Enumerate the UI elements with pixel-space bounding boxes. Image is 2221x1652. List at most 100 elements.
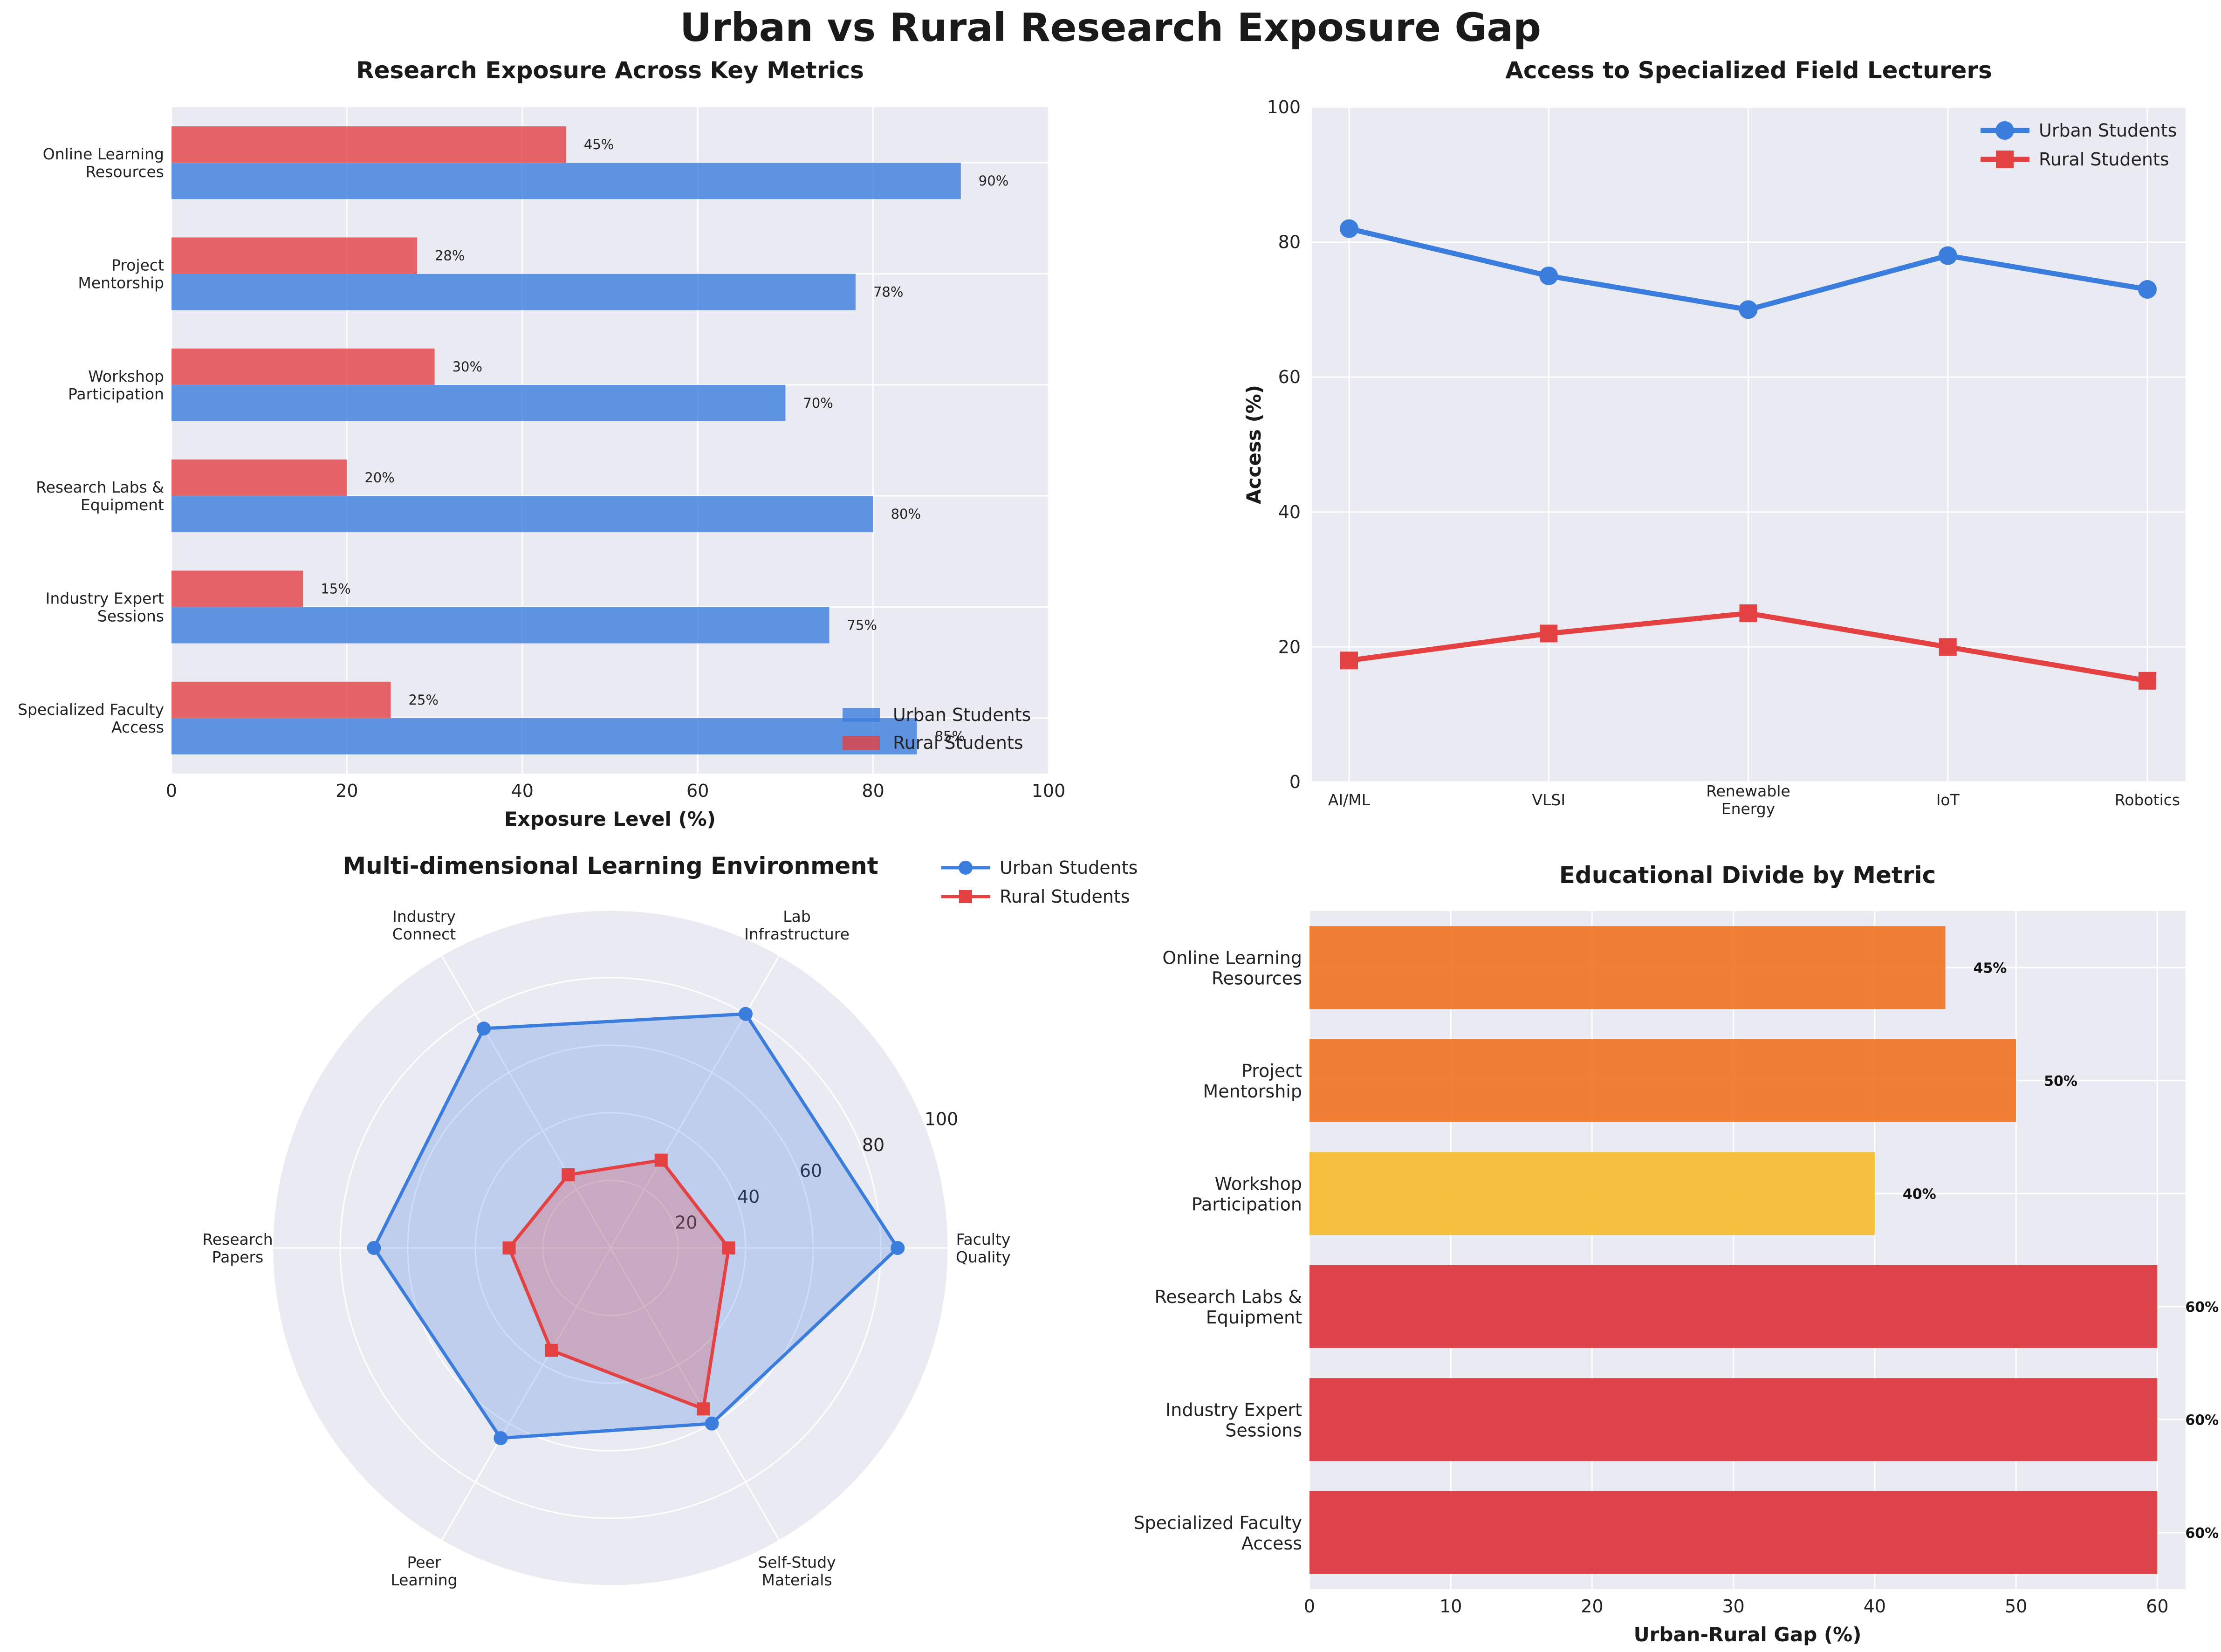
data-label: 60%: [2185, 1412, 2219, 1428]
radial-tick-label: 80: [862, 1135, 884, 1155]
data-label-rural: 15%: [321, 581, 350, 597]
legend-marker: [959, 890, 972, 903]
bar-rural: [171, 237, 417, 274]
chart-title: Access to Specialized Field Lecturers: [1505, 57, 1992, 84]
radar-spoke: [610, 955, 780, 1248]
legend-label: Rural Students: [893, 733, 1023, 753]
data-point-urban: [494, 1431, 508, 1446]
x-tick-label: 0: [1304, 1596, 1315, 1617]
bar-urban: [171, 274, 856, 310]
data-label: 45%: [1974, 960, 2007, 976]
x-tick-label: IoT: [1936, 791, 1960, 809]
category-label: Online Learning Resources: [1162, 947, 1302, 988]
gap-bar: [1309, 926, 1946, 1009]
data-point-rural: [1540, 624, 1558, 643]
legend-swatch: [843, 736, 880, 750]
radar-axis-label: Self-Study Materials: [758, 1553, 836, 1589]
x-tick-label: Robotics: [2115, 791, 2180, 809]
legend-label: Urban Students: [1000, 857, 1138, 878]
data-point-rural: [654, 1153, 668, 1167]
category-label: Research Labs & Equipment: [1155, 1287, 1302, 1328]
panel-divide-bars: Educational Divide by Metric 0 10 20 30 40 50 6…: [1133, 862, 2219, 1646]
category-label: Research Labs & Equipment: [36, 478, 164, 514]
radar-axis-label: Research Papers: [202, 1230, 273, 1266]
data-point-urban: [2138, 280, 2157, 299]
category-label: Industry Expert Sessions: [1165, 1399, 1302, 1440]
gap-bar: [1309, 1152, 1875, 1235]
data-label-urban: 85%: [935, 728, 965, 744]
category-label: Project Mentorship: [78, 256, 164, 292]
data-label-rural: 20%: [364, 470, 394, 486]
data-point-rural: [545, 1344, 558, 1357]
x-tick-label: 80: [862, 781, 884, 801]
radial-tick-label: 20: [675, 1213, 697, 1233]
chart-title: Educational Divide by Metric: [1559, 862, 1936, 889]
bar-urban: [171, 496, 873, 533]
legend-swatch: [843, 708, 880, 722]
data-label: 60%: [2185, 1299, 2219, 1316]
x-tick-label: 50: [2005, 1596, 2027, 1617]
plot-area: [171, 107, 1049, 774]
x-tick-label: 0: [166, 781, 177, 801]
radar-spoke: [610, 1248, 780, 1541]
radial-tick-label: 100: [925, 1109, 959, 1130]
legend-marker: [1996, 151, 2014, 168]
x-tick-label: 10: [1440, 1596, 1462, 1617]
x-tick-label: 40: [1864, 1596, 1886, 1617]
legend-label: Rural Students: [2039, 149, 2169, 170]
legend-marker: [1995, 121, 2014, 140]
plot-area: [1309, 911, 2186, 1589]
radial-tick-label: 40: [737, 1186, 760, 1207]
gap-bar: [1309, 1378, 2158, 1461]
x-tick-label: VLSI: [1532, 791, 1565, 809]
x-tick-label: 100: [1032, 781, 1066, 801]
bar-rural: [171, 348, 435, 385]
x-tick-label: Renewable Energy: [1706, 782, 1790, 818]
data-label-urban: 70%: [803, 395, 833, 411]
bar-rural: [171, 459, 347, 496]
data-point-rural: [697, 1402, 710, 1416]
data-label-urban: 78%: [873, 284, 903, 300]
category-label: Workshop Participation: [1192, 1173, 1302, 1214]
x-tick-label: 20: [336, 781, 358, 801]
data-point-urban: [1340, 219, 1358, 238]
chart-title: Multi-dimensional Learning Environment: [343, 852, 878, 879]
figure-title: Urban vs Rural Research Exposure Gap: [679, 5, 1542, 50]
category-label: Project Mentorship: [1203, 1061, 1302, 1102]
y-tick-label: 100: [1267, 97, 1301, 117]
x-tick-label: 30: [1722, 1596, 1744, 1617]
bar-urban: [171, 607, 829, 644]
data-label-rural: 30%: [452, 359, 482, 375]
data-label-rural: 45%: [584, 137, 614, 152]
data-label: 60%: [2185, 1525, 2219, 1542]
bar-rural: [171, 681, 391, 718]
data-label-urban: 75%: [847, 617, 877, 633]
x-tick-label: 60: [686, 781, 709, 801]
bar-urban: [171, 718, 917, 754]
panel-exposure-bars: Research Exposure Across Key Metrics 0 20 4…: [18, 57, 1065, 830]
data-point-urban: [705, 1416, 719, 1431]
bar-urban: [171, 163, 961, 199]
radar-axis-label: Peer Learning: [391, 1553, 457, 1589]
x-axis-label: Exposure Level (%): [504, 808, 716, 830]
category-label: Workshop Participation: [68, 367, 164, 403]
y-tick-label: 20: [1278, 637, 1301, 657]
gap-bar: [1309, 1491, 2158, 1574]
radar-axis-label: Industry Connect: [392, 907, 456, 943]
category-label: Online Learning Resources: [43, 145, 164, 181]
data-label-rural: 25%: [409, 692, 439, 708]
x-tick-label: 40: [511, 781, 534, 801]
radar-fill-urban: [374, 1014, 898, 1439]
data-point-urban: [1938, 246, 1957, 265]
radar-axis-label: Faculty Quality: [956, 1230, 1011, 1266]
bar-rural: [171, 570, 303, 607]
radar-axis-label: Lab Infrastructure: [744, 907, 850, 943]
data-point-urban: [1739, 300, 1758, 319]
legend-label: Urban Students: [2039, 120, 2177, 141]
legend-marker: [959, 861, 973, 875]
legend-label: Rural Students: [1000, 886, 1130, 907]
panel-lecturer-access-lines: Access to Specialized Field Lecturers 0 20…: [1242, 57, 2186, 818]
data-point-rural: [562, 1168, 575, 1182]
radar-spoke: [441, 1248, 611, 1541]
